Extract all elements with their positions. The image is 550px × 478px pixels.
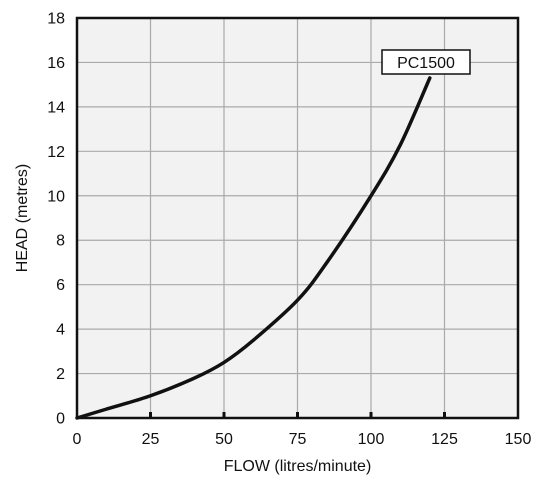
series-label-pc1500: PC1500 xyxy=(397,55,455,72)
y-tick-label: 8 xyxy=(56,233,65,250)
gridlines xyxy=(77,18,518,418)
x-tick-label: 75 xyxy=(289,431,307,448)
x-tick-label: 150 xyxy=(505,431,532,448)
y-tick-label: 2 xyxy=(56,366,65,383)
y-tick-label: 16 xyxy=(47,55,65,72)
y-axis-ticks: 0 2 4 6 8 10 12 14 16 18 xyxy=(47,11,65,428)
y-tick-label: 12 xyxy=(47,144,65,161)
x-axis-ticks: 0 25 50 75 100 125 150 xyxy=(73,412,532,448)
y-tick-label: 14 xyxy=(47,99,65,116)
x-tick-label: 25 xyxy=(142,431,160,448)
y-axis-title: HEAD (metres) xyxy=(14,164,31,272)
y-tick-label: 4 xyxy=(56,322,65,339)
x-tick-label: 125 xyxy=(431,431,458,448)
x-axis-title: FLOW (litres/minute) xyxy=(224,458,372,475)
y-tick-label: 0 xyxy=(56,411,65,428)
y-tick-label: 18 xyxy=(47,11,65,28)
y-tick-label: 10 xyxy=(47,188,65,205)
series-label-box: PC1500 xyxy=(381,49,471,75)
y-tick-label: 6 xyxy=(56,277,65,294)
x-tick-label: 50 xyxy=(215,431,233,448)
series-line-pc1500 xyxy=(75,76,432,420)
x-tick-label: 100 xyxy=(358,431,385,448)
x-tick-label: 0 xyxy=(73,431,82,448)
